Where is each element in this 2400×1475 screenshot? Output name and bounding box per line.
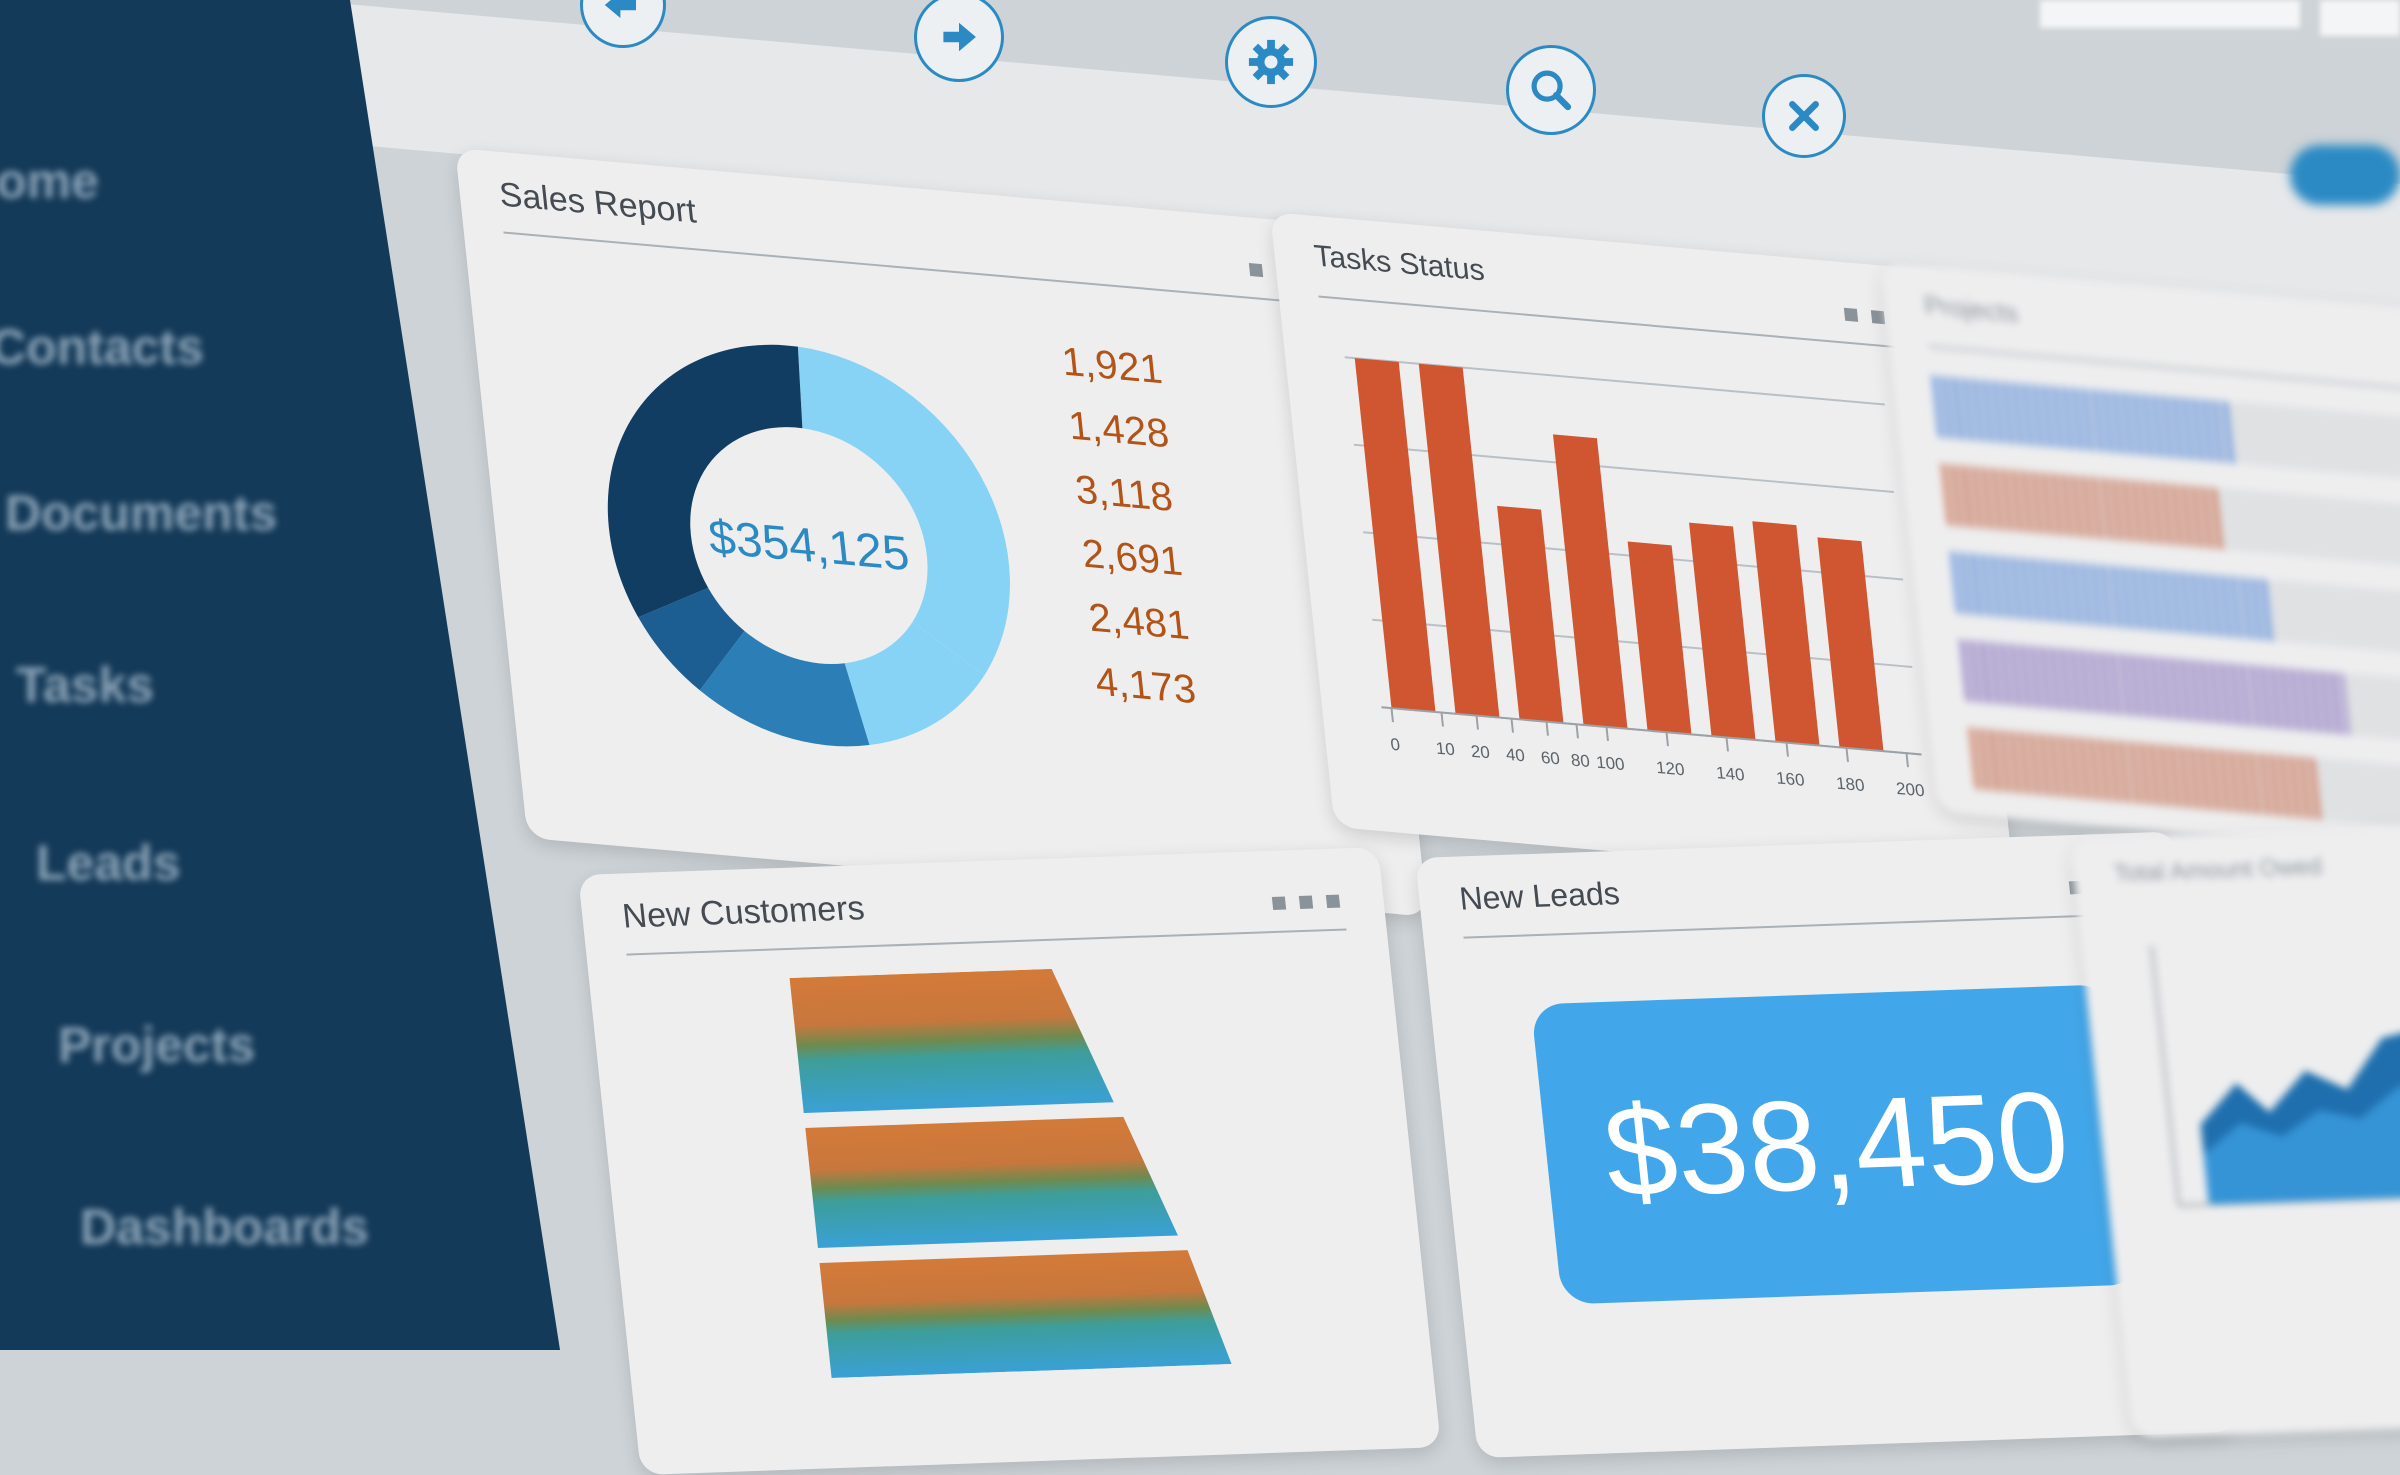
sales-value: 4,173 xyxy=(1093,659,1199,713)
sidebar-item-projects[interactable]: Projects xyxy=(58,1017,256,1073)
sales-value: 2,691 xyxy=(1079,531,1185,585)
project-bar xyxy=(1959,639,2400,744)
x-tick xyxy=(1725,737,1729,752)
sidebar-item-leads[interactable]: Leads xyxy=(36,835,181,891)
sidebar-item-contacts[interactable]: Contacts xyxy=(0,319,204,375)
total-amount-card: Total Amount Owed xyxy=(2070,823,2400,1438)
sales-value: 1,428 xyxy=(1066,403,1172,457)
donut-slice xyxy=(699,630,870,747)
sidebar-item-tasks[interactable]: Tasks xyxy=(16,657,155,713)
x-tick xyxy=(1575,724,1579,739)
sales-report-card: Sales Report $354,125 1,921 1,428 3,118 … xyxy=(455,148,1428,917)
search-icon xyxy=(1531,70,1572,111)
card-title: Tasks Status xyxy=(1312,239,1487,288)
donut-center-total: $354,125 xyxy=(706,510,912,581)
card-title: Projects xyxy=(1922,289,2020,328)
donut-slice xyxy=(844,622,985,746)
close-button[interactable] xyxy=(1762,74,1846,158)
bar xyxy=(1817,537,1884,752)
x-tick xyxy=(1545,721,1549,736)
x-tick-label: 0 xyxy=(1390,735,1401,755)
new-leads-value-box: $38,450 xyxy=(1530,984,2143,1305)
x-tick xyxy=(1390,708,1394,723)
card-title: New Leads xyxy=(1457,875,1622,917)
projects-card: Projects xyxy=(1880,262,2400,861)
x-tick xyxy=(1905,753,1909,768)
x-tick-label: 40 xyxy=(1505,745,1526,766)
more-options-icon[interactable] xyxy=(1271,894,1341,910)
x-tick-label: 10 xyxy=(1435,739,1456,760)
bar xyxy=(1627,541,1692,735)
bar xyxy=(1752,521,1820,746)
funnel-segment xyxy=(789,1250,1232,1379)
project-bar xyxy=(1940,463,2400,568)
donut-slice xyxy=(797,346,1010,676)
forward-button[interactable] xyxy=(914,0,1004,82)
sidebar-item-documents[interactable]: Documents xyxy=(5,485,278,541)
bar xyxy=(1497,505,1564,724)
x-tick-label: 180 xyxy=(1835,774,1865,795)
area-chart xyxy=(2150,945,2400,1207)
funnel-segment xyxy=(789,968,1114,1114)
bar xyxy=(1552,434,1628,729)
funnel-chart xyxy=(789,968,1232,1379)
donut-chart: $354,125 xyxy=(607,344,1010,747)
gridline xyxy=(1344,356,1885,406)
x-tick xyxy=(1475,715,1479,730)
x-tick-label: 80 xyxy=(1570,751,1591,772)
funnel-segment xyxy=(789,1116,1178,1250)
search-button[interactable] xyxy=(1506,45,1596,135)
sales-value: 1,921 xyxy=(1059,339,1165,393)
card-title: Sales Report xyxy=(497,175,699,231)
x-tick-label: 120 xyxy=(1655,758,1685,779)
sidebar-item-dashboards[interactable]: Dashboards xyxy=(80,1199,369,1255)
bar xyxy=(1418,363,1500,718)
bar-chart: 0 10 20 40 60 80 100 120 140 160 180 200 xyxy=(1344,356,1926,800)
x-tick xyxy=(1510,718,1514,733)
project-bar xyxy=(1931,375,2400,480)
bar xyxy=(1689,522,1756,740)
x-tick xyxy=(1785,742,1789,757)
new-leads-value: $38,450 xyxy=(1597,1064,2076,1224)
close-icon xyxy=(1789,101,1819,131)
x-tick-label: 60 xyxy=(1540,748,1561,769)
divider xyxy=(1463,912,2144,939)
card-title: New Customers xyxy=(620,889,867,936)
top-tab[interactable] xyxy=(2320,0,2400,36)
arrow-right-icon xyxy=(943,22,976,52)
donut-slice xyxy=(607,344,803,618)
new-customers-card: New Customers xyxy=(578,847,1442,1475)
arrow-left-icon xyxy=(604,0,636,18)
x-tick xyxy=(1665,732,1669,747)
x-tick-label: 100 xyxy=(1595,753,1625,774)
sidebar-item-home[interactable]: Home xyxy=(0,153,99,209)
donut-slice xyxy=(638,587,745,691)
settings-button[interactable] xyxy=(1225,16,1317,108)
top-tab[interactable] xyxy=(2040,0,2300,28)
gear-icon xyxy=(1248,39,1294,85)
x-tick-label: 20 xyxy=(1470,742,1491,763)
sales-value: 2,481 xyxy=(1086,595,1192,649)
x-tick xyxy=(1605,726,1609,742)
tasks-status-card: Tasks Status 0 10 20 40 60 80 100 120 140 160 180 2… xyxy=(1270,212,2015,887)
x-tick-label: 200 xyxy=(1895,779,1925,800)
bar xyxy=(1354,358,1436,712)
sales-values-list: 1,921 1,428 3,118 2,691 2,481 4,173 xyxy=(1059,330,1199,723)
x-tick-label: 160 xyxy=(1775,769,1805,790)
x-tick xyxy=(1845,747,1849,763)
project-bar xyxy=(1950,551,2400,656)
project-bar xyxy=(1968,727,2400,832)
toggle-switch[interactable] xyxy=(2290,145,2400,205)
sales-value: 3,118 xyxy=(1073,467,1175,521)
x-tick-label: 140 xyxy=(1715,763,1745,784)
card-title: Total Amount Owed xyxy=(2112,853,2324,888)
x-tick xyxy=(1440,712,1444,727)
